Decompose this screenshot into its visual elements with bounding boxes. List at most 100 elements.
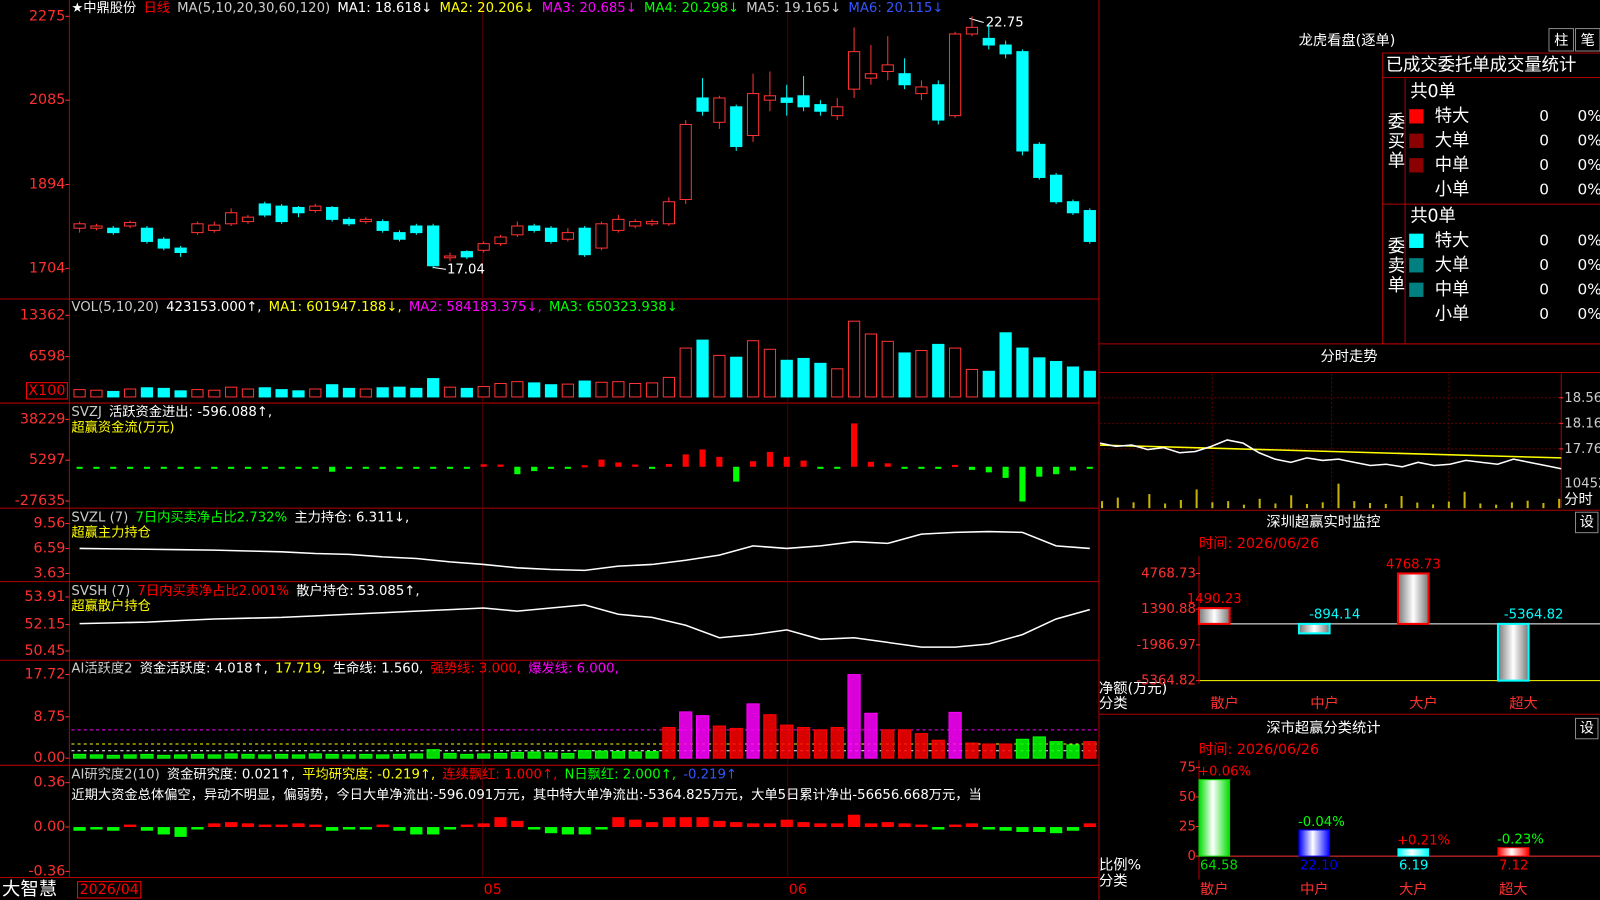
y-tick-label: 50.45 xyxy=(24,643,65,659)
candle-body xyxy=(191,223,204,234)
candle-body xyxy=(359,218,372,223)
y-tick-label: 50 xyxy=(1179,790,1196,805)
flow-bar xyxy=(901,466,908,469)
research-bar xyxy=(393,827,406,831)
y-tick-label: 25 xyxy=(1179,820,1196,835)
research-bar xyxy=(713,820,726,828)
flow-bar xyxy=(632,464,639,467)
flow-bar xyxy=(783,456,790,467)
volume-bar xyxy=(915,349,928,398)
candle-body xyxy=(494,236,507,245)
y-axis-label: 净额(万元) xyxy=(1099,680,1167,697)
button-label[interactable]: 笔 xyxy=(1581,32,1595,49)
volume-bar xyxy=(241,388,255,398)
y-tick-label: 13362 xyxy=(20,307,65,323)
flow-bar xyxy=(884,463,891,467)
header-item: -0.219↑ xyxy=(683,767,737,782)
candle-body xyxy=(696,97,709,112)
x-tick-label: 大户 xyxy=(1399,881,1428,898)
candle-body xyxy=(1050,174,1063,203)
flow-bar xyxy=(345,466,353,469)
volume-bar xyxy=(208,389,221,398)
volume-bar xyxy=(679,347,692,398)
x-tick-label: 中户 xyxy=(1300,881,1329,898)
table-header: 已成交委托单成交量统计 xyxy=(1386,55,1577,75)
research-bar xyxy=(662,817,675,828)
row-count: 0 xyxy=(1539,107,1549,125)
date-label: 05 xyxy=(484,882,502,898)
y-tick-label: -1986.97 xyxy=(1136,638,1196,653)
volume-bar xyxy=(578,380,591,398)
candle-body xyxy=(629,221,642,227)
research-bar xyxy=(847,814,861,828)
activity-bar xyxy=(796,726,811,759)
header-item: MA5: 19.165↓ xyxy=(746,1,841,16)
panel-header: AI活跃度2 资金活跃度: 4.018↑, 17.719, 生命线: 1.560, 强势… xyxy=(71,659,618,676)
flow-bar xyxy=(480,464,487,467)
activity-bar xyxy=(847,674,861,759)
candle-body xyxy=(645,221,659,225)
change-label: -0.23% xyxy=(1497,833,1544,848)
flow-bar xyxy=(362,466,369,469)
button-label[interactable]: 柱 xyxy=(1554,32,1568,49)
research-bar xyxy=(629,819,642,828)
candle-body xyxy=(1066,201,1080,214)
time-label: 时间: 2026/06/26 xyxy=(1199,535,1319,552)
row-count: 0 xyxy=(1539,231,1549,249)
settings-button[interactable] xyxy=(1575,511,1599,534)
candle-body xyxy=(410,225,423,234)
activity-bar xyxy=(342,754,356,759)
candle-body xyxy=(241,216,255,223)
research-bar xyxy=(376,824,389,828)
flow-bar xyxy=(733,466,740,482)
volume-bar xyxy=(107,390,120,398)
flow-bar xyxy=(160,466,167,469)
research-bar xyxy=(578,827,591,835)
volume-bar xyxy=(713,354,726,398)
flow-bar xyxy=(750,461,757,467)
header-item: 资金活跃度: 4.018↑, xyxy=(140,660,268,676)
y-tick-label: 75 xyxy=(1179,760,1196,775)
activity-bar xyxy=(106,754,120,759)
candle-body xyxy=(107,227,120,234)
activity-bar xyxy=(813,729,828,759)
net-bar xyxy=(1496,622,1530,682)
activity-bar xyxy=(948,711,962,759)
y-tick-label: 0 xyxy=(1187,849,1195,864)
average-line xyxy=(1099,444,1562,459)
candle-body xyxy=(309,205,322,212)
settings-button[interactable] xyxy=(1575,717,1599,740)
toggle-button[interactable] xyxy=(1575,28,1600,52)
button-label[interactable]: 设 xyxy=(1580,513,1594,530)
y-tick-label: 1704 xyxy=(29,260,65,276)
activity-bar xyxy=(1049,741,1063,759)
research-bar xyxy=(174,827,187,837)
flow-bar xyxy=(211,466,218,469)
volume-bar xyxy=(595,381,608,398)
volume-bar xyxy=(797,357,810,398)
y-tick-label: 1390.88 xyxy=(1141,602,1196,617)
header-item: 7日内买卖净占比2.001% xyxy=(137,583,289,599)
row-count: 0 xyxy=(1539,156,1549,174)
research-bar xyxy=(326,827,339,831)
volume-bar xyxy=(730,356,743,398)
flow-bar xyxy=(598,459,605,467)
research-bar xyxy=(561,827,574,835)
button-label[interactable]: 设 xyxy=(1580,720,1594,737)
value-label: 1490.23 xyxy=(1187,592,1242,607)
panel-subtitle: 超赢资金流(万元) xyxy=(71,419,174,436)
panel-subtitle: 超赢主力持仓 xyxy=(71,524,151,541)
ratio-bar xyxy=(1497,847,1530,857)
x-tick-label: 散户 xyxy=(1200,881,1229,898)
candle-body xyxy=(915,86,928,95)
research-bar xyxy=(157,827,170,835)
date-label: 2026/04 xyxy=(80,882,139,898)
volume-bar xyxy=(73,389,86,398)
candle-body xyxy=(713,97,726,123)
volume-unit: X100 xyxy=(28,383,65,399)
activity-bar xyxy=(72,753,87,759)
volume-bar xyxy=(763,348,777,398)
toggle-button[interactable] xyxy=(1548,28,1574,52)
candle-body xyxy=(477,243,490,251)
